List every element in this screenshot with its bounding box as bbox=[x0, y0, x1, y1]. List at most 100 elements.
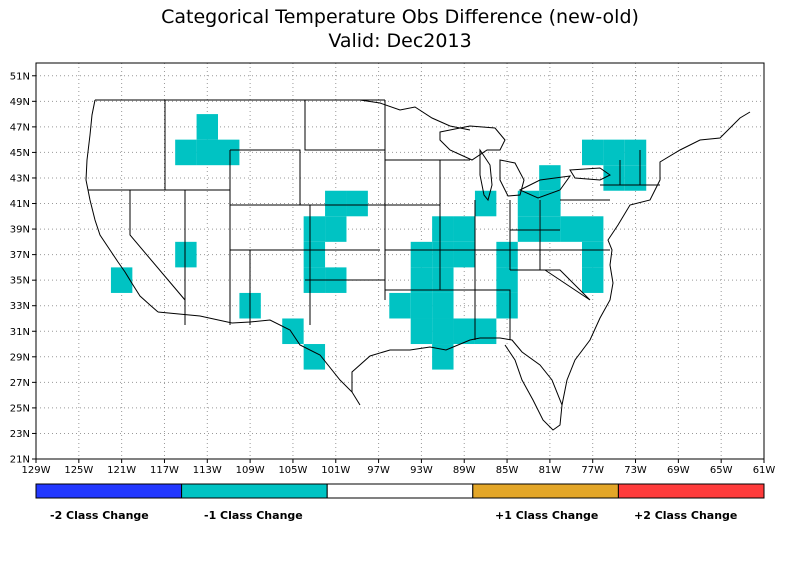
minus1-cell bbox=[453, 241, 475, 268]
minus1-cell bbox=[603, 165, 625, 191]
lat-tick-label: 35N bbox=[10, 276, 30, 287]
minus1-cell bbox=[453, 318, 475, 345]
legend-swatch bbox=[181, 483, 328, 499]
lon-tick-label: 77W bbox=[581, 465, 604, 476]
minus1-cell bbox=[560, 216, 582, 242]
us-west-coast bbox=[85, 99, 159, 313]
minus1-cell bbox=[539, 190, 561, 217]
minus1-cell bbox=[496, 292, 518, 319]
minus1-cell bbox=[325, 190, 347, 217]
lon-tick-label: 117W bbox=[150, 465, 179, 476]
lon-tick-label: 85W bbox=[496, 465, 519, 476]
minus1-cell bbox=[282, 318, 304, 345]
minus1-cell bbox=[582, 216, 604, 242]
lon-tick-label: 61W bbox=[753, 465, 776, 476]
lat-tick-label: 23N bbox=[10, 429, 30, 440]
lat-tick-label: 27N bbox=[10, 378, 30, 389]
lon-tick-label: 109W bbox=[236, 465, 265, 476]
minus1-cell bbox=[110, 267, 133, 293]
lon-tick-label: 73W bbox=[624, 465, 647, 476]
minus1-cell bbox=[389, 292, 411, 319]
legend-swatch bbox=[35, 483, 183, 499]
legend-label-plus2: +2 Class Change bbox=[634, 509, 738, 522]
minus1-cell bbox=[432, 241, 454, 268]
minus1-cell bbox=[539, 165, 561, 191]
minus1-cell bbox=[496, 267, 518, 293]
legend-swatch bbox=[472, 483, 619, 499]
legend-swatch bbox=[326, 483, 474, 499]
legend-label-plus1: +1 Class Change bbox=[495, 509, 599, 522]
lat-tick-label: 39N bbox=[10, 225, 30, 236]
lat-tick-label: 21N bbox=[10, 455, 30, 466]
minus1-cell bbox=[582, 241, 604, 268]
lon-tick-label: 125W bbox=[64, 465, 93, 476]
minus1-cell bbox=[432, 216, 454, 242]
map-frame bbox=[35, 62, 765, 460]
lon-tick-label: 113W bbox=[193, 465, 222, 476]
minus1-cell bbox=[432, 318, 454, 345]
minus1-cell bbox=[582, 139, 604, 166]
minus1-cell bbox=[325, 216, 347, 242]
lat-tick-label: 51N bbox=[10, 71, 30, 82]
minus1-cell bbox=[624, 139, 647, 166]
minus1-cell bbox=[432, 292, 454, 319]
color-legend bbox=[35, 483, 765, 499]
lon-tick-label: 65W bbox=[710, 465, 733, 476]
minus1-cell bbox=[175, 139, 197, 166]
minus1-cell bbox=[410, 292, 433, 319]
minus1-cell bbox=[496, 241, 518, 268]
lon-tick-label: 81W bbox=[539, 465, 562, 476]
minus1-cell bbox=[196, 114, 218, 140]
lat-tick-label: 41N bbox=[10, 199, 30, 210]
minus1-cell bbox=[410, 267, 433, 293]
minus1-cell bbox=[453, 216, 475, 242]
lon-tick-label: 129W bbox=[22, 465, 51, 476]
legend-swatch bbox=[617, 483, 765, 499]
minus1-cell bbox=[603, 139, 625, 166]
legend-label-minus1: -1 Class Change bbox=[204, 509, 303, 522]
minus1-cell bbox=[196, 139, 218, 166]
lat-tick-label: 29N bbox=[10, 352, 30, 363]
state-lines bbox=[88, 99, 660, 340]
axis-ticks: 129W 125W 121W 117W 113W 109W 105W 101W 97W 93W 89… bbox=[10, 71, 776, 476]
minus1-cell bbox=[539, 216, 561, 242]
lon-tick-label: 69W bbox=[667, 465, 690, 476]
lon-tick-label: 101W bbox=[321, 465, 350, 476]
mexico-border bbox=[157, 311, 361, 406]
minus1-cell bbox=[517, 190, 540, 217]
gulf-coast bbox=[351, 337, 563, 431]
lon-tick-label: 105W bbox=[278, 465, 307, 476]
lat-tick-label: 49N bbox=[10, 97, 30, 108]
minus1-cell bbox=[175, 241, 197, 268]
minus1-cell bbox=[624, 165, 647, 191]
minus1-cell bbox=[303, 216, 326, 242]
lat-tick-label: 37N bbox=[10, 250, 30, 261]
map-grid bbox=[35, 63, 765, 460]
great-lakes bbox=[439, 125, 611, 202]
minus1-cell bbox=[474, 190, 497, 217]
minus1-cell bbox=[410, 241, 433, 268]
atlantic-coast bbox=[561, 111, 751, 406]
lat-tick-label: 31N bbox=[10, 327, 30, 338]
minus1-cell bbox=[346, 190, 368, 217]
map-valid-date: Valid: Dec2013 bbox=[328, 30, 472, 52]
lat-tick-label: 45N bbox=[10, 148, 30, 159]
minus1-cell bbox=[410, 318, 433, 345]
minus1-cell bbox=[432, 344, 454, 370]
lon-tick-label: 97W bbox=[367, 465, 390, 476]
lon-tick-label: 93W bbox=[410, 465, 433, 476]
lon-tick-label: 121W bbox=[107, 465, 136, 476]
lat-tick-label: 43N bbox=[10, 173, 30, 184]
lat-tick-label: 25N bbox=[10, 403, 30, 414]
canada-border bbox=[95, 99, 471, 131]
minus1-cell bbox=[303, 344, 326, 370]
legend-label-minus2: -2 Class Change bbox=[50, 509, 149, 522]
state-outlines bbox=[85, 99, 751, 431]
lat-tick-label: 33N bbox=[10, 301, 30, 312]
map-title: Categorical Temperature Obs Difference (… bbox=[161, 6, 639, 28]
minus1-cell bbox=[303, 241, 326, 268]
minus1-cell bbox=[432, 267, 454, 293]
minus1-cell bbox=[474, 318, 497, 345]
minus1-cell bbox=[582, 267, 604, 293]
